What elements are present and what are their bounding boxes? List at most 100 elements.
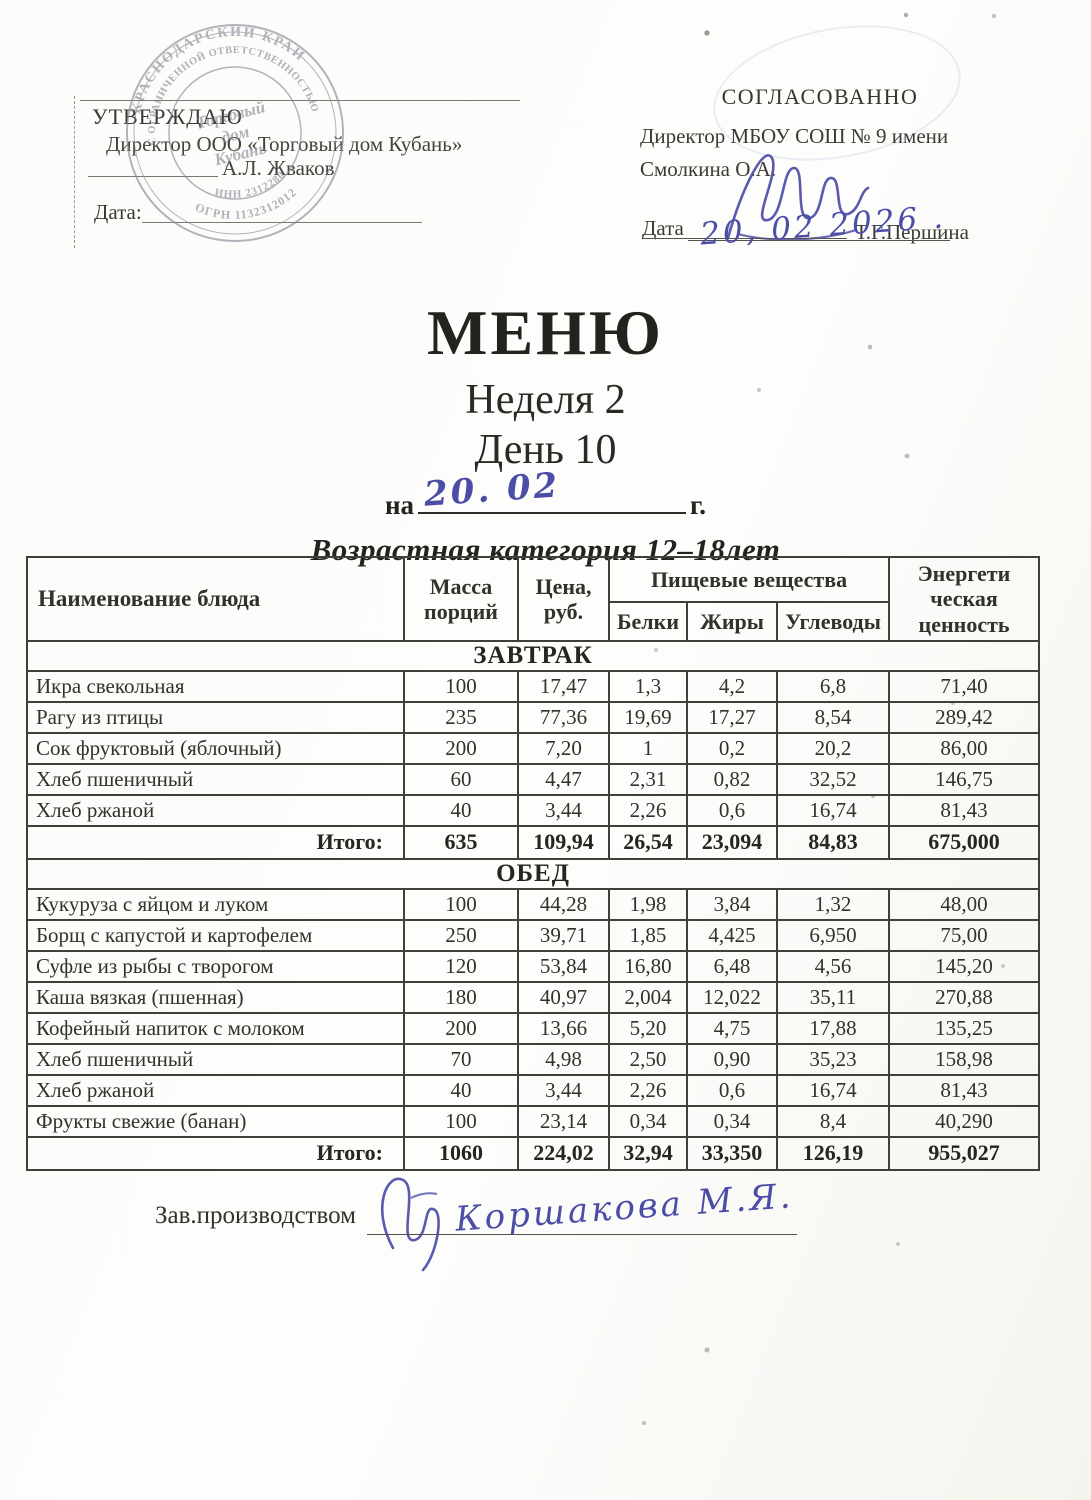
total-value-cell: 224,02 bbox=[517, 1135, 610, 1171]
dish-value-cell: 40 bbox=[403, 1073, 519, 1107]
dish-value-cell: 75,00 bbox=[888, 918, 1041, 952]
approval-block-left: УТВЕРЖДАЮ Директор ООО «Торговый дом Куб… bbox=[74, 88, 520, 248]
dish-value-cell: 4,2 bbox=[686, 669, 778, 703]
dish-value-cell: 4,47 bbox=[517, 762, 610, 796]
dish-value-cell: 35,11 bbox=[775, 980, 891, 1014]
menu-table: Наименование блюда Масса порций Цена, ру… bbox=[25, 555, 1041, 1171]
total-value-cell: 675,000 bbox=[888, 824, 1041, 860]
col-header-fat: Жиры bbox=[686, 601, 778, 642]
dish-row: Кофейный напиток с молоком 200 13,66 5,20 4,… bbox=[26, 1011, 1041, 1045]
total-row: Итого: 635 109,94 26,54 23,094 84,83 675,000 bbox=[26, 824, 1041, 860]
dish-value-cell: 40,97 bbox=[517, 980, 610, 1014]
dish-value-cell: 6,48 bbox=[686, 949, 778, 983]
director-line: Директор ООО «Торговый дом Кубань» bbox=[106, 132, 463, 156]
signature-line bbox=[367, 1234, 797, 1235]
dish-value-cell: 40 bbox=[403, 793, 519, 827]
dish-row: Каша вязкая (пшенная) 180 40,97 2,004 12,022… bbox=[26, 980, 1041, 1014]
dish-value-cell: 0,82 bbox=[686, 762, 778, 796]
dish-value-cell: 2,26 bbox=[608, 793, 688, 827]
dish-value-cell: 17,88 bbox=[775, 1011, 891, 1045]
date-suffix: г. bbox=[690, 490, 707, 520]
dish-value-cell: 81,43 bbox=[888, 1073, 1041, 1107]
school-name-line: Смолкина О.А. bbox=[640, 157, 777, 181]
svg-text:ОГРН 1132312012: ОГРН 1132312012 bbox=[190, 176, 302, 234]
meal-section-row: ОБЕД bbox=[25, 857, 1041, 890]
dish-row: Кукуруза с яйцом и луком 100 44,28 1,98 3,84… bbox=[26, 887, 1041, 921]
dish-value-cell: 0,34 bbox=[686, 1104, 778, 1138]
dish-value-cell: 71,40 bbox=[888, 669, 1041, 703]
dish-value-cell: 81,43 bbox=[888, 793, 1041, 827]
dish-value-cell: 158,98 bbox=[888, 1042, 1041, 1076]
dish-name-cell: Рагу из птицы bbox=[26, 700, 405, 734]
dish-value-cell: 120 bbox=[403, 949, 519, 983]
col-header-dish-name: Наименование блюда bbox=[26, 556, 405, 642]
dish-value-cell: 16,74 bbox=[775, 1073, 891, 1107]
dish-value-cell: 32,52 bbox=[775, 762, 891, 796]
col-header-protein: Белки bbox=[608, 601, 688, 642]
approve-title: УТВЕРЖДАЮ bbox=[92, 104, 243, 129]
dish-value-cell: 3,44 bbox=[517, 793, 610, 827]
dish-value-cell: 1,3 bbox=[608, 669, 688, 703]
dish-row: Хлеб ржаной 40 3,44 2,26 0,6 16,74 81,43 bbox=[26, 793, 1041, 827]
menu-table-wrap: Наименование блюда Масса порций Цена, ру… bbox=[25, 555, 1041, 1171]
col-header-mass: Масса порций bbox=[403, 556, 519, 642]
dish-value-cell: 1 bbox=[608, 731, 688, 765]
week-subtitle: Неделя 2 bbox=[465, 377, 626, 423]
dish-value-cell: 135,25 bbox=[888, 1011, 1041, 1045]
meal-section-label: ЗАВТРАК bbox=[25, 639, 1041, 672]
col-header-price: Цена, руб. bbox=[517, 556, 610, 642]
total-label-cell: Итого: bbox=[26, 1135, 405, 1171]
dish-name-cell: Икра свекольная bbox=[26, 669, 405, 703]
dish-value-cell: 19,69 bbox=[608, 700, 688, 734]
dish-value-cell: 1,32 bbox=[775, 887, 891, 921]
dish-value-cell: 16,80 bbox=[608, 949, 688, 983]
dish-value-cell: 8,4 bbox=[775, 1104, 891, 1138]
dish-value-cell: 100 bbox=[403, 1104, 519, 1138]
dish-value-cell: 8,54 bbox=[775, 700, 891, 734]
dish-value-cell: 35,23 bbox=[775, 1042, 891, 1076]
dish-name-cell: Хлеб пшеничный bbox=[26, 762, 405, 796]
date-label: Дата bbox=[642, 216, 684, 240]
dish-name-cell: Хлеб пшеничный bbox=[26, 1042, 405, 1076]
dish-value-cell: 3,44 bbox=[517, 1073, 610, 1107]
dish-value-cell: 86,00 bbox=[888, 731, 1041, 765]
dish-value-cell: 100 bbox=[403, 669, 519, 703]
dish-row: Хлеб ржаной 40 3,44 2,26 0,6 16,74 81,43 bbox=[26, 1073, 1041, 1107]
total-row: Итого: 1060 224,02 32,94 33,350 126,19 955,027 bbox=[26, 1135, 1041, 1171]
dish-value-cell: 0,2 bbox=[686, 731, 778, 765]
total-value-cell: 32,94 bbox=[608, 1135, 688, 1171]
dish-value-cell: 2,31 bbox=[608, 762, 688, 796]
dish-value-cell: 0,6 bbox=[686, 793, 778, 827]
total-value-cell: 109,94 bbox=[517, 824, 610, 860]
menu-date-line: на 20. 02 г. bbox=[0, 465, 1091, 524]
dish-value-cell: 6,8 bbox=[775, 669, 891, 703]
dish-value-cell: 2,50 bbox=[608, 1042, 688, 1076]
dish-value-cell: 250 bbox=[403, 918, 519, 952]
dish-value-cell: 16,74 bbox=[775, 793, 891, 827]
dish-value-cell: 20,2 bbox=[775, 731, 891, 765]
dish-value-cell: 40,290 bbox=[888, 1104, 1041, 1138]
col-header-carbs: Углеводы bbox=[775, 601, 891, 642]
dish-value-cell: 12,022 bbox=[686, 980, 778, 1014]
dish-value-cell: 1,85 bbox=[608, 918, 688, 952]
date-blank-line: 20. 02 bbox=[418, 465, 687, 515]
dish-row: Хлеб пшеничный 60 4,47 2,31 0,82 32,52 146,75 bbox=[26, 762, 1041, 796]
dish-value-cell: 3,84 bbox=[686, 887, 778, 921]
dish-name-cell: Кофейный напиток с молоком bbox=[26, 1011, 405, 1045]
title-block: МЕНЮ Неделя 2 День 10 на 20. 02 г. Возраст… bbox=[0, 296, 1091, 568]
date-prefix: на bbox=[384, 490, 415, 520]
dish-value-cell: 0,6 bbox=[686, 1073, 778, 1107]
date-label: Дата: bbox=[94, 200, 142, 224]
dish-value-cell: 17,47 bbox=[517, 669, 610, 703]
dish-name-cell: Каша вязкая (пшенная) bbox=[26, 980, 405, 1014]
signature-line bbox=[88, 176, 218, 177]
dish-value-cell: 60 bbox=[403, 762, 519, 796]
dish-value-cell: 0,90 bbox=[686, 1042, 778, 1076]
dish-row: Суфле из рыбы с творогом 120 53,84 16,80 6,4… bbox=[26, 949, 1041, 983]
scan-noise bbox=[0, 0, 2, 2]
dish-value-cell: 4,98 bbox=[517, 1042, 610, 1076]
dish-value-cell: 4,56 bbox=[775, 949, 891, 983]
dish-value-cell: 2,26 bbox=[608, 1073, 688, 1107]
dish-value-cell: 100 bbox=[403, 887, 519, 921]
total-value-cell: 84,83 bbox=[775, 824, 891, 860]
